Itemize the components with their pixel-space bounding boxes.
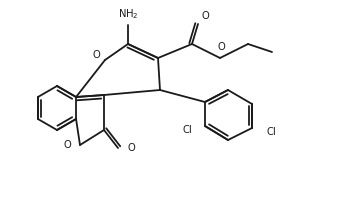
Text: O: O — [202, 11, 210, 21]
Text: O: O — [217, 42, 225, 52]
Text: O: O — [127, 143, 135, 153]
Text: NH$_2$: NH$_2$ — [118, 7, 138, 21]
Text: O: O — [92, 50, 100, 60]
Text: O: O — [63, 140, 71, 150]
Text: Cl: Cl — [267, 127, 277, 137]
Text: Cl: Cl — [182, 125, 192, 135]
